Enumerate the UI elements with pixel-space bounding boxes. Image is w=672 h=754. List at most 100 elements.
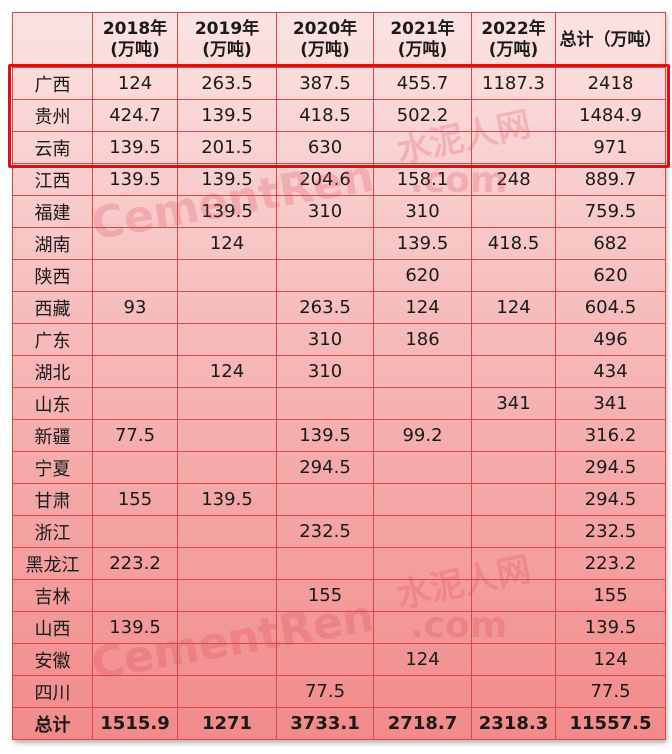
value-cell	[276, 227, 374, 260]
table-row: 西藏 93 263.5 124 124 604.5	[12, 291, 666, 324]
value-cell: 99.2	[373, 419, 472, 452]
value-cell: 139.5	[92, 163, 178, 196]
value-cell	[177, 611, 277, 644]
column-header: 2018年 (万吨)	[92, 12, 178, 68]
value-cell	[92, 643, 178, 676]
value-cell: 682	[555, 227, 666, 260]
value-cell	[471, 195, 556, 228]
province-cell: 新疆	[12, 419, 93, 452]
value-cell	[92, 323, 178, 356]
value-cell: 232.5	[555, 515, 666, 548]
value-cell	[471, 643, 556, 676]
table-row: 新疆 77.5 139.5 99.2 316.2	[12, 419, 666, 452]
cement-capacity-table: 2018年 (万吨) 2019年 (万吨) 2020年 (万吨) 2021年 (万吨)…	[12, 12, 666, 740]
value-cell	[471, 419, 556, 452]
value-cell: 424.7	[92, 99, 178, 132]
value-cell: 139.5	[177, 163, 277, 196]
province-cell: 山东	[12, 387, 93, 420]
value-cell	[471, 675, 556, 708]
value-cell	[177, 291, 277, 324]
value-cell: 124	[373, 291, 472, 324]
value-cell	[471, 611, 556, 644]
value-cell: 139.5	[92, 131, 178, 164]
table-row: 湖北 124 310 434	[12, 355, 666, 388]
value-cell	[276, 259, 374, 292]
value-cell	[177, 387, 277, 420]
value-cell: 620	[373, 259, 472, 292]
province-cell: 湖南	[12, 227, 93, 260]
value-cell	[92, 259, 178, 292]
table-row: 福建 139.5 310 310 759.5	[12, 195, 666, 228]
table-row: 广西 124 263.5 387.5 455.7 1187.3 2418	[12, 67, 666, 100]
table-row: 吉林 155 155	[12, 579, 666, 612]
value-cell	[373, 483, 472, 516]
province-cell: 山西	[12, 611, 93, 644]
value-cell: 158.1	[373, 163, 472, 196]
value-cell: 155	[276, 579, 374, 612]
value-cell	[92, 675, 178, 708]
value-cell	[177, 259, 277, 292]
total-cell: 2718.7	[373, 707, 472, 740]
value-cell: 889.7	[555, 163, 666, 196]
value-cell	[373, 515, 472, 548]
value-cell: 139.5	[555, 611, 666, 644]
value-cell: 310	[276, 323, 374, 356]
table-row: 贵州 424.7 139.5 418.5 502.2 1484.9	[12, 99, 666, 132]
province-cell: 四川	[12, 675, 93, 708]
table-row: 山东 341 341	[12, 387, 666, 420]
value-cell: 316.2	[555, 419, 666, 452]
total-cell: 11557.5	[555, 707, 666, 740]
total-cell: 总计	[12, 707, 93, 740]
value-cell: 971	[555, 131, 666, 164]
value-cell: 139.5	[276, 419, 374, 452]
value-cell	[373, 579, 472, 612]
value-cell	[177, 675, 277, 708]
value-cell	[471, 323, 556, 356]
table-row: 山西 139.5 139.5	[12, 611, 666, 644]
value-cell: 77.5	[276, 675, 374, 708]
province-cell: 江西	[12, 163, 93, 196]
column-header: 2019年 (万吨)	[177, 12, 277, 68]
value-cell: 201.5	[177, 131, 277, 164]
province-cell: 福建	[12, 195, 93, 228]
value-cell: 310	[276, 195, 374, 228]
value-cell	[92, 227, 178, 260]
value-cell	[373, 131, 472, 164]
value-cell	[92, 579, 178, 612]
value-cell	[92, 355, 178, 388]
table-row: 江西 139.5 139.5 204.6 158.1 248 889.7	[12, 163, 666, 196]
value-cell	[92, 515, 178, 548]
province-cell: 西藏	[12, 291, 93, 324]
value-cell: 223.2	[555, 547, 666, 580]
value-cell	[276, 643, 374, 676]
table-row: 广东 310 186 496	[12, 323, 666, 356]
value-cell	[92, 387, 178, 420]
value-cell	[276, 547, 374, 580]
province-cell: 宁夏	[12, 451, 93, 484]
province-cell: 云南	[12, 131, 93, 164]
table-row: 陕西 620 620	[12, 259, 666, 292]
value-cell	[177, 451, 277, 484]
province-cell: 广西	[12, 67, 93, 100]
value-cell	[373, 355, 472, 388]
value-cell: 294.5	[555, 451, 666, 484]
value-cell: 1187.3	[471, 67, 556, 100]
value-cell	[276, 483, 374, 516]
value-cell: 455.7	[373, 67, 472, 100]
value-cell	[471, 483, 556, 516]
value-cell: 418.5	[276, 99, 374, 132]
value-cell: 502.2	[373, 99, 472, 132]
value-cell: 139.5	[177, 195, 277, 228]
value-cell: 310	[276, 355, 374, 388]
value-cell	[177, 323, 277, 356]
value-cell: 204.6	[276, 163, 374, 196]
value-cell	[373, 387, 472, 420]
value-cell	[177, 515, 277, 548]
value-cell	[177, 547, 277, 580]
value-cell	[276, 387, 374, 420]
value-cell	[471, 579, 556, 612]
table-row: 湖南 124 139.5 418.5 682	[12, 227, 666, 260]
value-cell: 248	[471, 163, 556, 196]
total-cell: 2318.3	[471, 707, 556, 740]
value-cell	[373, 451, 472, 484]
